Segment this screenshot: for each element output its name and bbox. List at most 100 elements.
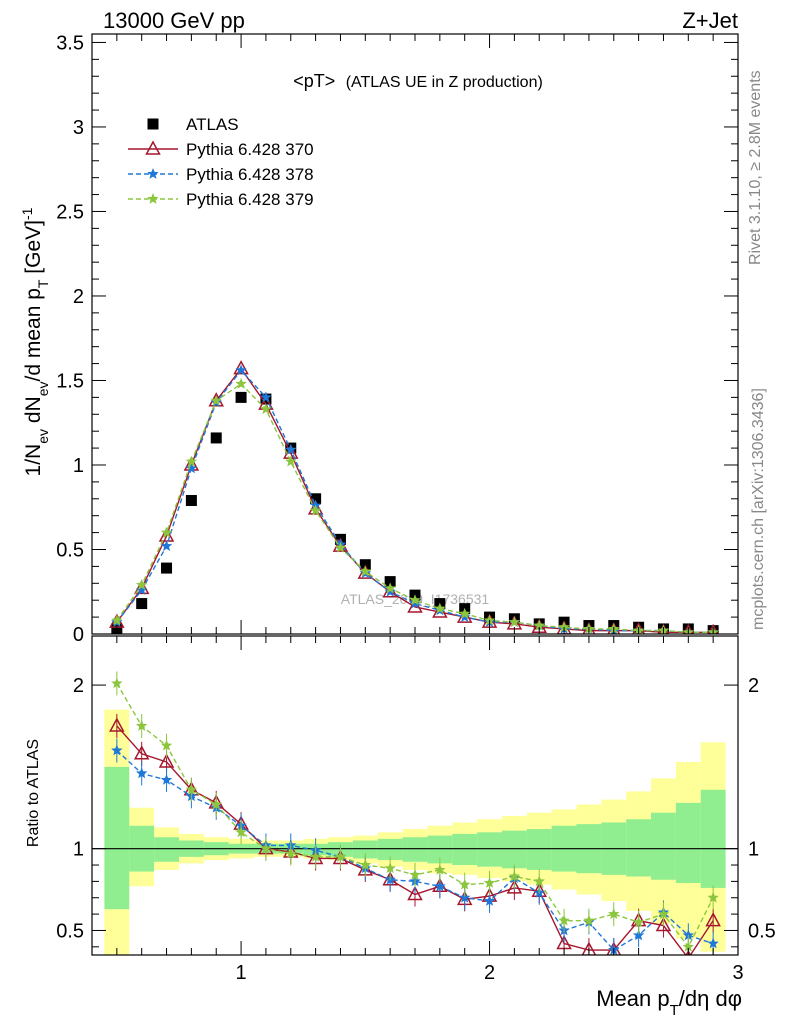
point-pythia-6-428-379 — [185, 783, 198, 795]
point-pythia-6-428-370 — [109, 717, 125, 732]
y-tick-label: 1 — [73, 839, 84, 861]
band-stat-bin — [402, 837, 428, 862]
band-stat-bin — [626, 819, 652, 877]
ratio-plot-area: 0.5 0.5 1 1 2 2 1 2 3 — [56, 635, 776, 984]
point-pythia-6-428-379 — [359, 565, 372, 577]
point-pythia-6-428-379 — [334, 541, 347, 553]
point-pythia-6-428-378 — [458, 611, 471, 622]
point-pythia-6-428-378 — [260, 391, 272, 403]
point-atlas — [235, 391, 247, 403]
band-stat-bin — [477, 832, 502, 867]
point-pythia-6-428-379 — [483, 877, 496, 888]
point-pythia-6-428-379 — [260, 842, 272, 854]
legend-marker-pythia-6-428-370 — [145, 140, 161, 155]
point-pythia-6-428-379 — [707, 891, 719, 903]
point-pythia-6-428-378 — [384, 585, 396, 597]
point-pythia-6-428-379 — [135, 719, 148, 731]
point-pythia-6-428-379 — [608, 908, 620, 919]
series-group — [109, 360, 719, 634]
point-pythia-6-428-379 — [558, 621, 570, 633]
point-pythia-6-428-379 — [111, 677, 123, 689]
point-pythia-6-428-378 — [707, 937, 719, 949]
point-pythia-6-428-379 — [210, 798, 222, 810]
x-tick-label: 1 — [236, 962, 247, 984]
y-tick-label: 0 — [73, 624, 84, 646]
point-atlas — [185, 494, 197, 506]
point-atlas — [136, 598, 148, 610]
point-pythia-6-428-379 — [260, 403, 272, 415]
point-pythia-6-428-370 — [581, 941, 597, 955]
mcplots-label: mcplots.cern.ch [arXiv:1306.3436] — [750, 388, 767, 630]
point-pythia-6-428-370 — [407, 885, 423, 901]
y-tick-label: 3.5 — [56, 32, 84, 54]
point-pythia-6-428-379 — [483, 614, 496, 626]
point-pythia-6-428-379 — [434, 863, 446, 875]
point-pythia-6-428-378 — [434, 880, 446, 892]
point-pythia-6-428-379 — [285, 455, 297, 467]
y-tick-label: 2.5 — [56, 201, 84, 223]
point-pythia-6-428-379 — [135, 578, 148, 590]
point-pythia-6-428-379 — [533, 619, 545, 631]
point-pythia-6-428-379 — [359, 859, 372, 870]
point-pythia-6-428-370 — [307, 500, 324, 515]
point-pythia-6-428-379 — [434, 602, 446, 614]
y-tick-label: 0.5 — [56, 539, 84, 561]
point-pythia-6-428-379 — [309, 850, 322, 862]
band-stat-bin — [452, 833, 478, 866]
point-pythia-6-428-378 — [409, 597, 421, 609]
point-pythia-6-428-370 — [407, 598, 423, 613]
band-stat-bin — [651, 812, 676, 880]
band-stat-bin — [154, 837, 179, 862]
point-pythia-6-428-379 — [682, 940, 695, 952]
point-pythia-6-428-379 — [632, 916, 645, 928]
series-group — [109, 671, 721, 955]
legend: ATLAS Pythia 6.428 370 Pythia 6.428 378 Pyt… — [128, 115, 314, 209]
main-y-axis-label: 1/Nev dNev/d mean pT [GeV]-1 — [19, 207, 51, 476]
point-pythia-6-428-378 — [682, 929, 695, 941]
header-right: Z+Jet — [682, 8, 738, 33]
y-tick-label-right: 2 — [748, 675, 759, 697]
y-tick-label: 3 — [73, 117, 84, 139]
point-pythia-6-428-378 — [285, 443, 297, 455]
point-pythia-6-428-370 — [332, 537, 349, 552]
point-pythia-6-428-378 — [135, 767, 148, 779]
point-pythia-6-428-379 — [309, 504, 322, 516]
band-stat-bin — [501, 830, 527, 869]
point-pythia-6-428-379 — [533, 875, 545, 887]
x-axis-label: Mean pT/dη dφ — [596, 986, 742, 1019]
point-pythia-6-428-378 — [160, 540, 173, 551]
point-atlas — [384, 576, 396, 588]
point-pythia-6-428-379 — [409, 594, 421, 606]
legend-marker-pythia-6-428-378 — [147, 168, 159, 179]
band-stat-bin — [377, 838, 403, 861]
point-pythia-6-428-379 — [508, 616, 521, 628]
y-tick-label: 1 — [73, 455, 84, 477]
point-pythia-6-428-379 — [458, 878, 471, 890]
point-pythia-6-428-370 — [705, 912, 721, 927]
point-pythia-6-428-379 — [235, 826, 247, 838]
point-pythia-6-428-379 — [657, 908, 670, 919]
y-tick-label: 2 — [73, 675, 84, 697]
band-stat-bin — [526, 829, 552, 870]
point-pythia-6-428-378 — [135, 584, 148, 595]
point-pythia-6-428-378 — [632, 929, 645, 941]
point-pythia-6-428-370 — [133, 579, 150, 595]
point-pythia-6-428-378 — [185, 462, 198, 474]
point-pythia-6-428-379 — [285, 847, 297, 859]
point-pythia-6-428-379 — [558, 914, 570, 926]
point-pythia-6-428-379 — [384, 862, 396, 874]
header-left: 13000 GeV pp — [103, 8, 245, 33]
y-tick-label-right: 0.5 — [748, 920, 776, 942]
point-pythia-6-428-378 — [458, 891, 471, 903]
y-tick-label: 2 — [73, 286, 84, 308]
legend-marker-atlas — [147, 118, 159, 130]
point-pythia-6-428-370 — [655, 916, 672, 932]
plot-title-main: <pT> — [293, 71, 335, 91]
y-tick-label-right: 1 — [748, 839, 759, 861]
band-stat-bin — [700, 789, 726, 888]
point-pythia-6-428-379 — [185, 455, 198, 467]
band-stat-bin — [675, 802, 701, 884]
point-pythia-6-428-370 — [233, 360, 249, 375]
point-pythia-6-428-379 — [508, 870, 521, 882]
